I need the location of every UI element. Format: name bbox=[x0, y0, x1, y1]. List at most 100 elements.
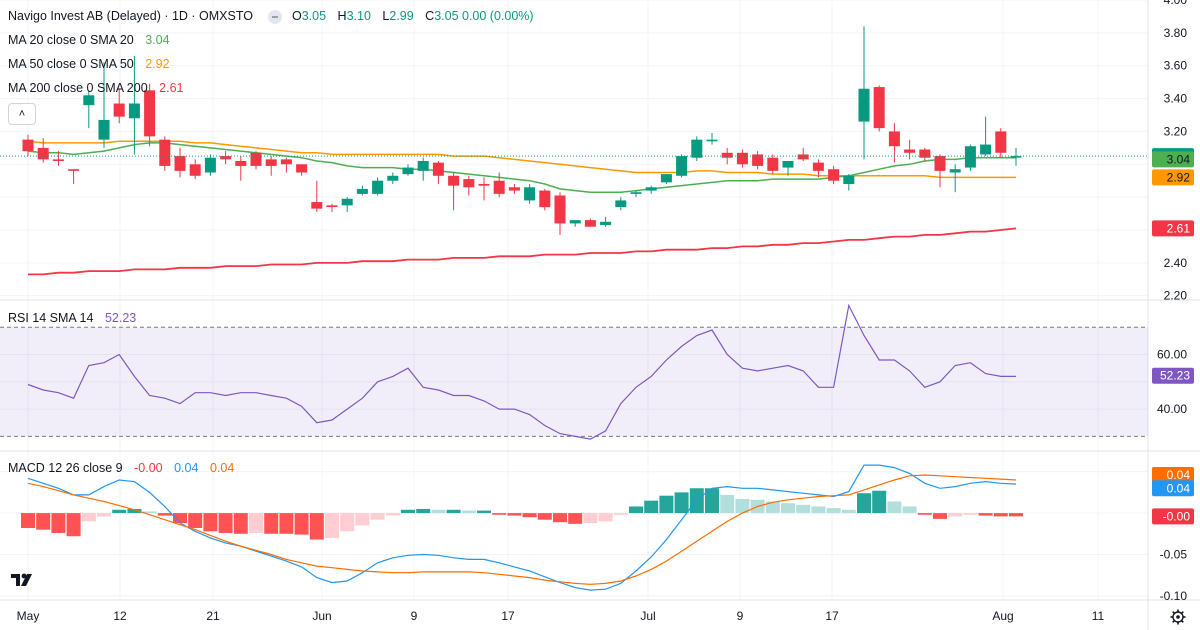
candle-body bbox=[858, 88, 870, 122]
legend-ma50-value: 2.92 bbox=[145, 57, 170, 71]
candle-body bbox=[250, 152, 262, 166]
candle-body bbox=[919, 149, 931, 158]
macd-tick-label: -0.05 bbox=[1160, 547, 1188, 561]
candle bbox=[432, 161, 444, 184]
macd-hist-bar bbox=[948, 513, 963, 517]
candle-body bbox=[204, 157, 216, 173]
time-axis-label: 9 bbox=[737, 609, 744, 623]
candle-body bbox=[341, 198, 353, 206]
legend-macd-value: 0.04 bbox=[174, 461, 199, 475]
macd-hist-bar bbox=[537, 513, 552, 520]
legend-rsi[interactable]: RSI 14 SMA 14 52.23 bbox=[8, 309, 138, 327]
candle bbox=[204, 154, 216, 176]
candle-body bbox=[128, 103, 140, 119]
candle bbox=[68, 169, 80, 184]
candle bbox=[843, 174, 855, 191]
candle bbox=[265, 156, 277, 176]
macd-hist-bar bbox=[446, 509, 461, 514]
tradingview-logo-icon[interactable] bbox=[9, 570, 37, 592]
minimize-icon[interactable] bbox=[268, 9, 283, 24]
collapse-legend-button[interactable]: ˄ bbox=[8, 103, 36, 125]
macd-hist-bar bbox=[461, 510, 476, 514]
macd-line bbox=[27, 464, 1017, 591]
candle bbox=[980, 116, 992, 157]
gear-tooth bbox=[1172, 619, 1176, 623]
candle bbox=[356, 185, 368, 196]
candle-body bbox=[964, 146, 976, 168]
macd-hist-bar bbox=[233, 513, 248, 534]
candle bbox=[52, 151, 64, 166]
candle-body bbox=[828, 169, 840, 181]
candle bbox=[280, 157, 292, 173]
time-axis-label: 21 bbox=[206, 609, 220, 623]
macd-hist-bar bbox=[872, 490, 887, 514]
ohlc-high: H3.10 bbox=[337, 9, 371, 23]
candle bbox=[630, 190, 642, 198]
candle bbox=[448, 172, 460, 211]
candle bbox=[797, 147, 809, 161]
candle bbox=[888, 123, 900, 163]
symbol-title[interactable]: Navigo Invest AB (Delayed) · 1D · OMXSTO bbox=[8, 9, 253, 23]
candle-body bbox=[387, 175, 399, 181]
macd-hist-bar bbox=[325, 513, 339, 538]
macd-hist-bar bbox=[902, 506, 917, 514]
macd-hist-bar bbox=[659, 495, 674, 514]
candle bbox=[174, 147, 186, 178]
macd-hist-bar bbox=[644, 500, 659, 514]
legend-macd-label: MACD 12 26 close 9 bbox=[8, 461, 123, 475]
candle-body bbox=[812, 162, 824, 171]
candle-body bbox=[782, 161, 794, 168]
candle bbox=[706, 133, 718, 145]
gear-tooth bbox=[1180, 611, 1184, 615]
legend-ma200[interactable]: MA 200 close 0 SMA 200 2.61 bbox=[8, 79, 186, 97]
legend-ma20[interactable]: MA 20 close 0 SMA 20 3.04 bbox=[8, 31, 172, 49]
ma20-badge: 3.04 bbox=[1167, 152, 1191, 166]
candle-body bbox=[995, 131, 1007, 153]
candle bbox=[220, 151, 232, 165]
macd-hist-bar bbox=[781, 503, 795, 514]
macd-hist-bar bbox=[553, 513, 567, 523]
candle bbox=[250, 151, 262, 170]
macd-hist-bar bbox=[173, 513, 187, 524]
candle-body bbox=[524, 187, 536, 201]
candle bbox=[934, 154, 946, 188]
price-tick-label: 3.80 bbox=[1164, 26, 1188, 40]
macd-hist-bar bbox=[401, 509, 415, 514]
macd-hist-bar bbox=[264, 513, 279, 534]
macd-hist-bar bbox=[249, 513, 263, 533]
rsi-tick-label: 60.00 bbox=[1157, 348, 1187, 362]
legend-macd[interactable]: MACD 12 26 close 9 -0.00 0.04 0.04 bbox=[8, 459, 236, 477]
candle-body bbox=[554, 195, 566, 224]
macd-hist-badge: -0.00 bbox=[1163, 509, 1191, 523]
candle-body bbox=[691, 139, 703, 158]
macd-hist-bar bbox=[370, 513, 385, 520]
legend-macd-signal-value: 0.04 bbox=[209, 461, 235, 475]
ma200-badge-bg bbox=[1152, 220, 1194, 237]
candle bbox=[478, 177, 490, 201]
candle-body bbox=[326, 205, 338, 207]
candle bbox=[949, 164, 961, 193]
macd-hist-bar bbox=[796, 504, 811, 514]
candle bbox=[858, 26, 870, 160]
candle-body bbox=[949, 169, 961, 173]
legend-ma50[interactable]: MA 50 close 0 SMA 50 2.92 bbox=[8, 55, 172, 73]
ohlc-close: C3.05 0.00 (0.00%) bbox=[425, 9, 534, 23]
candle-body bbox=[174, 156, 186, 171]
candle-body bbox=[888, 131, 900, 147]
candle bbox=[676, 154, 688, 178]
candle bbox=[22, 134, 34, 157]
rsi-band bbox=[0, 327, 1148, 437]
macd-hist-bar bbox=[1009, 513, 1023, 517]
candle bbox=[463, 175, 475, 196]
macd-hist-bar bbox=[522, 513, 537, 518]
candle bbox=[144, 83, 156, 147]
time-axis-label: Aug bbox=[992, 609, 1013, 623]
gear-icon[interactable] bbox=[1170, 609, 1186, 625]
candle-body bbox=[660, 174, 672, 183]
ma50-badge-bg bbox=[1152, 169, 1194, 186]
macd-hist-bar bbox=[66, 513, 81, 537]
macd-badge-bg bbox=[1152, 480, 1194, 497]
macd-hist-bar bbox=[735, 499, 750, 514]
ohlc-low: L2.99 bbox=[382, 9, 414, 23]
